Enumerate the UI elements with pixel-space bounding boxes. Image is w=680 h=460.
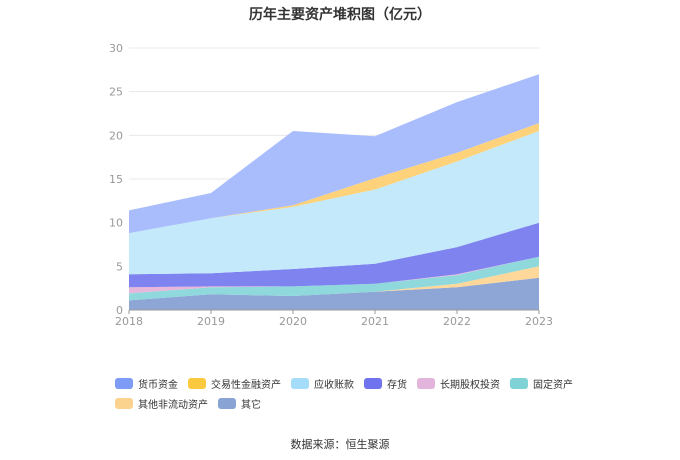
- legend-label: 交易性金融资产: [211, 379, 281, 391]
- legend-label: 其它: [241, 399, 261, 411]
- legend-swatch: [188, 377, 206, 389]
- legend-label: 其他非流动资产: [138, 399, 208, 411]
- legend-item[interactable]: 货币资金: [115, 376, 178, 391]
- legend-swatch: [115, 377, 133, 389]
- x-tick-label: 2018: [115, 315, 143, 328]
- legend-label: 应收账款: [314, 379, 354, 391]
- legend-swatch: [218, 397, 236, 409]
- legend-label: 存货: [387, 379, 407, 391]
- legend-item[interactable]: 存货: [364, 376, 407, 391]
- legend-swatch: [115, 397, 133, 409]
- y-tick-label: 5: [116, 260, 123, 273]
- area-存货: [129, 222, 539, 288]
- legend-item[interactable]: 其他非流动资产: [115, 396, 208, 411]
- x-axis: 2018 2019 2020 2021 2022 2023: [115, 309, 553, 328]
- y-tick-label: 20: [109, 129, 123, 142]
- data-source: 数据来源：恒生聚源: [290, 438, 390, 451]
- legend-item[interactable]: 长期股权投资: [417, 376, 500, 391]
- y-tick-label: 30: [109, 42, 123, 55]
- legend-label: 固定资产: [533, 379, 573, 391]
- area-series: [129, 74, 539, 310]
- y-tick-label: 0: [116, 304, 123, 317]
- legend-label: 货币资金: [138, 379, 178, 391]
- y-tick-label: 10: [109, 217, 123, 230]
- legend-item[interactable]: 其它: [218, 396, 261, 411]
- legend-label: 长期股权投资: [440, 379, 500, 391]
- chart-title: 历年主要资产堆积图（亿元）: [249, 7, 431, 23]
- area-货币资金: [129, 74, 539, 234]
- legend-swatch: [510, 377, 528, 389]
- y-axis: 0 5 10 15 20 25 30: [109, 42, 123, 317]
- y-tick-label: 25: [109, 86, 123, 99]
- x-tick-label: 2022: [443, 315, 471, 328]
- chart-legend: 货币资金 交易性金融资产 应收账款 存货 长期股权投资 固定资产其他非流动资产 其它: [115, 376, 585, 411]
- legend-item[interactable]: 应收账款: [291, 376, 354, 391]
- y-tick-label: 15: [109, 173, 123, 186]
- area-应收账款: [129, 131, 539, 275]
- legend-item[interactable]: 固定资产: [510, 376, 573, 391]
- legend-item[interactable]: 交易性金融资产: [188, 376, 281, 391]
- x-tick-label: 2021: [361, 315, 389, 328]
- x-tick-label: 2023: [525, 315, 553, 328]
- area-固定资产: [129, 256, 539, 301]
- legend-swatch: [291, 377, 309, 389]
- x-tick-label: 2019: [197, 315, 225, 328]
- area-长期股权投资: [129, 256, 539, 294]
- legend-swatch: [364, 377, 382, 389]
- x-tick-label: 2020: [279, 315, 307, 328]
- legend-swatch: [417, 377, 435, 389]
